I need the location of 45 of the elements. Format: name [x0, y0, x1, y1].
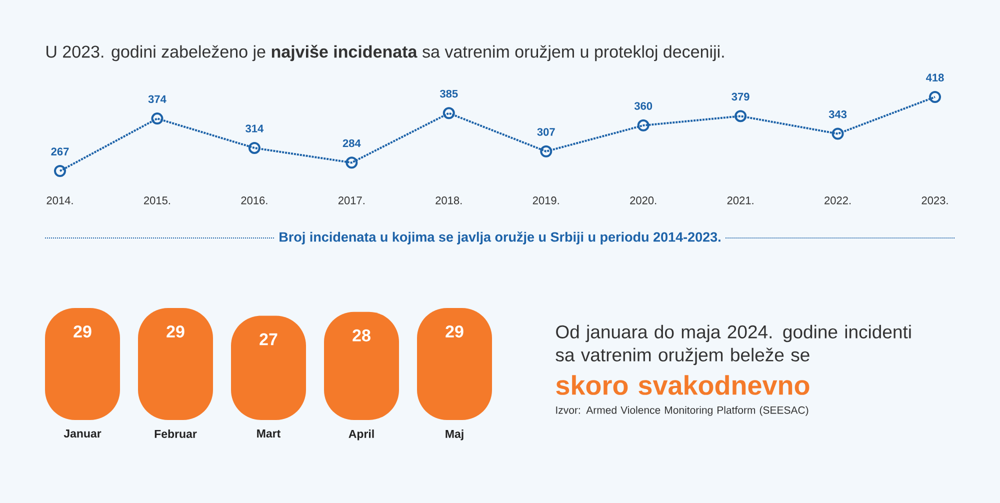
data-label: 29 [74, 326, 92, 338]
point [248, 142, 260, 154]
data-label: 267 [51, 148, 69, 156]
x-tick-label: 2021. [727, 196, 754, 204]
data-label: 29 [446, 326, 464, 338]
point [540, 145, 552, 158]
point [637, 119, 650, 132]
x-tick-label: Februar [154, 430, 197, 438]
x-tick-label: 2022. [824, 196, 851, 204]
text: Od januara do maja 2024. godine incidenti sa vatrenim oružjem beleže se [556, 324, 911, 366]
x-tick-label: 2017. [338, 196, 364, 204]
data-label: 343 [828, 110, 847, 118]
data-label: 27 [260, 333, 278, 346]
data-label: 360 [634, 102, 652, 110]
x-tick-label: Mart [257, 430, 280, 438]
x-tick-label: 2016. [241, 196, 268, 204]
text: skoro svakodnevno [556, 375, 810, 395]
data-label: 29 [166, 326, 184, 338]
x-tick-label: 2014. [46, 196, 73, 204]
x-tick-label: 2015. [144, 196, 170, 204]
x-tick-label: 2019. [532, 196, 559, 204]
point [734, 110, 747, 122]
point [346, 156, 358, 169]
x-tick-label: Maj [446, 430, 464, 440]
data-label: 28 [352, 329, 370, 342]
data-label: 418 [926, 74, 944, 82]
data-label: 307 [537, 128, 555, 136]
x-axis-title: Broj incidenata u kojima se javlja oružje u Srbiji u periodu 2014-2023. [280, 232, 720, 244]
point [151, 112, 164, 125]
point [832, 128, 844, 140]
chart-title: U 2023. godini zabeleženo je najviše incidenata sa vatrenim oružjem u protekloj deceniji. [46, 44, 724, 62]
data-label: 379 [732, 92, 750, 101]
x-tick-label: 2020. [630, 196, 656, 204]
data-label: 284 [342, 139, 361, 148]
point [929, 90, 942, 103]
point [442, 107, 455, 120]
x-tick-label: 2018. [436, 196, 462, 204]
point [54, 164, 66, 177]
x-tick-label: 2023. [922, 196, 948, 204]
data-label: 374 [148, 95, 166, 104]
text: Izvor: Armed Violence Monitoring Platform (SEESAC) [556, 406, 808, 416]
data-label: 385 [440, 90, 458, 98]
x-tick-label: April [348, 430, 374, 440]
data-label: 314 [246, 124, 264, 132]
x-tick-label: Januar [64, 430, 102, 438]
